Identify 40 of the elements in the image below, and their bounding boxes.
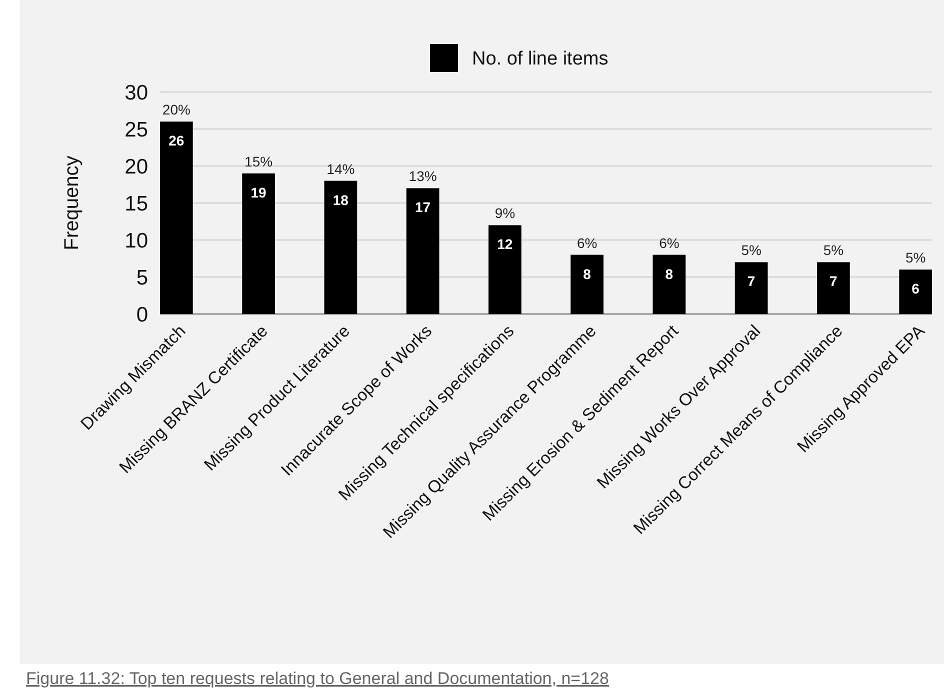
data-label: 12 [497,236,513,252]
y-tick-label: 20 [124,155,148,178]
annotation: 6% [576,234,598,251]
bar [160,122,193,314]
annotation: 20% [162,102,190,118]
y-tick-label: 25 [124,118,148,142]
data-label: 26 [168,132,184,149]
bar [652,254,686,314]
y-tick-label: 10 [124,229,148,252]
y-tick-label: 0 [136,303,148,326]
annotation: 6% [659,234,680,251]
data-label: 17 [415,199,431,216]
bar [734,262,768,314]
annotation: 5% [741,242,762,258]
data-label: 18 [332,192,349,208]
bar [324,180,358,314]
annotation: 13% [408,168,437,184]
y-tick-label: 30 [124,81,148,104]
annotation: 9% [494,205,516,222]
data-label: 8 [665,266,674,282]
bar [406,188,440,314]
bar [488,225,522,314]
data-label: 19 [250,184,267,200]
legend-label: No. of line items [472,48,608,70]
data-label: 8 [583,266,592,282]
annotation: 5% [905,250,926,266]
bar [899,270,932,314]
y-tick-label: 5 [136,266,148,290]
y-tick-label: 15 [124,192,148,216]
y-axis-title: Frequency [61,156,83,250]
caption: Figure 11.32: Top ten requests relating to General and Documentation, n=128 [26,669,609,688]
annotation: 5% [823,242,844,258]
bar [242,173,275,314]
data-label: 7 [830,273,838,290]
annotation: 14% [326,160,355,177]
data-label: 6 [912,280,920,297]
annotation: 15% [244,153,273,170]
bar [817,262,850,314]
bar [570,254,604,314]
data-label: 7 [747,273,756,290]
